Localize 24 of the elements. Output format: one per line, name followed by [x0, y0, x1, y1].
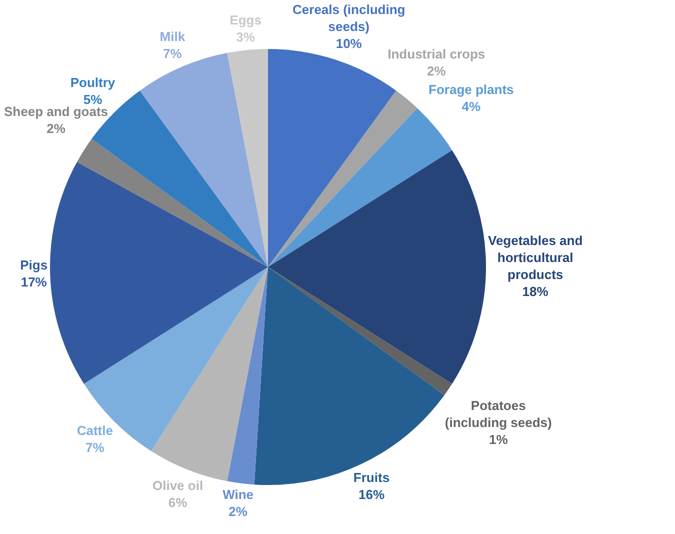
data-label: 10%	[336, 36, 362, 52]
data-label: 6%	[168, 494, 188, 510]
data-label: 16%	[358, 487, 385, 502]
data-label: 18%	[522, 284, 549, 300]
slice-label: Pigs	[20, 257, 48, 272]
slice-label: Fruits	[353, 470, 390, 486]
data-label: 7%	[86, 440, 105, 456]
data-label: 7%	[163, 46, 182, 62]
slice-label: Industrial crops	[388, 46, 486, 62]
slice-label: Vegetables and horticultural products	[488, 233, 583, 282]
slice-label: Milk	[160, 29, 186, 44]
data-label: 17%	[20, 274, 48, 290]
slice-label: Poultry	[70, 74, 116, 90]
data-label: 2%	[46, 120, 66, 136]
slice-label: Potatoes (including seeds)	[444, 398, 552, 430]
slice-label: Wine	[222, 487, 254, 502]
data-label: 2%	[426, 64, 446, 79]
slice-label: Cereals (including seeds)	[292, 2, 406, 34]
slice-label: Forage plants	[428, 82, 514, 98]
data-label: 1%	[488, 432, 508, 448]
slice-label: Cattle	[76, 423, 113, 438]
data-label: 2%	[228, 504, 248, 519]
slice-label: Olive oil	[152, 478, 204, 493]
data-label: 4%	[462, 99, 481, 114]
